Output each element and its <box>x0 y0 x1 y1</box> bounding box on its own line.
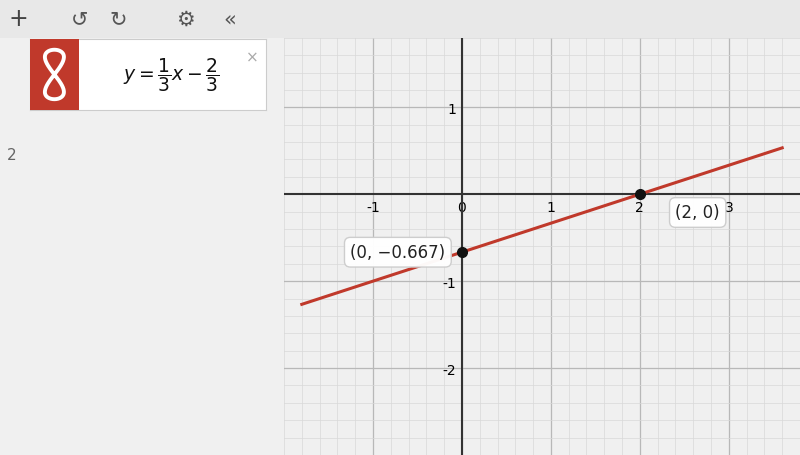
Text: $y = \dfrac{1}{3}x - \dfrac{2}{3}$: $y = \dfrac{1}{3}x - \dfrac{2}{3}$ <box>122 56 220 94</box>
Text: 2: 2 <box>6 148 16 163</box>
Text: (2, 0): (2, 0) <box>675 204 720 222</box>
Text: ↺: ↺ <box>71 10 89 29</box>
Text: (0, −0.667): (0, −0.667) <box>350 244 446 262</box>
Text: ↻: ↻ <box>110 10 126 29</box>
Text: ×: × <box>246 51 258 66</box>
Text: ⚙: ⚙ <box>176 10 194 29</box>
Text: «: « <box>224 10 236 29</box>
Text: +: + <box>8 7 28 31</box>
